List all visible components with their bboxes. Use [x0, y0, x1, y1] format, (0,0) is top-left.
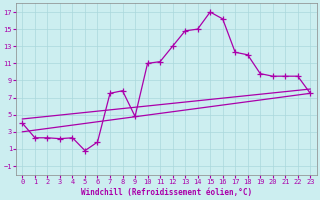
X-axis label: Windchill (Refroidissement éolien,°C): Windchill (Refroidissement éolien,°C)	[81, 188, 252, 197]
